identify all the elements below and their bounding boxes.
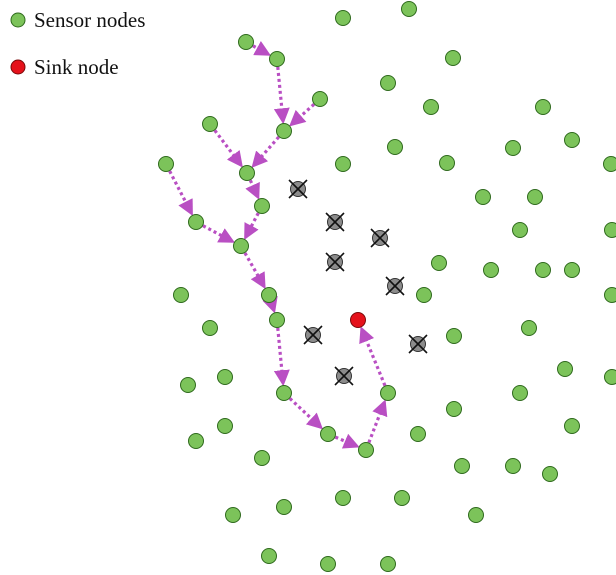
sensor-node-icon (188, 433, 204, 449)
sensor-node-icon (335, 156, 351, 172)
sensor-node-icon (512, 222, 528, 238)
sensor-node-icon (454, 458, 470, 474)
routing-arrow (213, 129, 243, 168)
sensor-node-icon (416, 287, 432, 303)
sensor-node-icon (312, 91, 328, 107)
sensor-node-icon (173, 287, 189, 303)
sensor-node-icon (320, 426, 336, 442)
sensor-node-icon (239, 165, 255, 181)
sensor-node-icon (276, 123, 292, 139)
sensor-node-icon (261, 287, 277, 303)
legend-sink-icon (10, 59, 26, 75)
sensor-node-icon (217, 418, 233, 434)
sensor-node-icon (564, 418, 580, 434)
routing-arrow (334, 433, 360, 449)
sensor-node-icon (158, 156, 174, 172)
routing-arrow (245, 179, 260, 200)
sensor-node-icon (564, 262, 580, 278)
routing-arrow (289, 103, 316, 127)
failed-node-icon (325, 212, 345, 232)
sensor-node-icon (320, 556, 336, 572)
sensor-node-icon (410, 426, 426, 442)
sensor-node-icon (380, 385, 396, 401)
failed-node-icon (303, 325, 323, 345)
sink-node-icon (350, 312, 366, 328)
sensor-node-icon (564, 132, 580, 148)
sensor-node-icon (483, 262, 499, 278)
routing-arrow (168, 170, 193, 216)
sensor-node-icon (276, 385, 292, 401)
sensor-node-icon (542, 466, 558, 482)
sensor-node-icon (358, 442, 374, 458)
sensor-node-icon (180, 377, 196, 393)
sensor-node-icon (254, 198, 270, 214)
sensor-node-icon (468, 507, 484, 523)
sensor-node-icon (505, 458, 521, 474)
sensor-node-icon (188, 214, 204, 230)
routing-arrow (244, 212, 260, 240)
routing-arrow (262, 295, 278, 314)
routing-arrow (367, 399, 388, 444)
failed-node-icon (334, 366, 354, 386)
legend-sensor-icon (10, 12, 26, 28)
sink-nodes (350, 312, 366, 328)
routing-arrow (243, 252, 266, 290)
sensor-node-icon (269, 51, 285, 67)
sensor-node-icon (335, 490, 351, 506)
routing-arrow (359, 326, 387, 387)
sensor-node-icon (276, 499, 292, 515)
sensor-node-icon (387, 139, 403, 155)
failed-node-icon (288, 179, 308, 199)
sensor-node-icon (202, 320, 218, 336)
sensor-node-icon (439, 155, 455, 171)
sensor-node-icon (446, 401, 462, 417)
sensor-node-icon (603, 156, 616, 172)
sensor-node-icon (225, 507, 241, 523)
sensor-node-icon (431, 255, 447, 271)
failed-node-icon (325, 252, 345, 272)
sensor-node-icon (445, 50, 461, 66)
routing-arrow (273, 66, 290, 125)
sensor-node-icon (254, 450, 270, 466)
sensor-node-icon (535, 262, 551, 278)
failed-nodes (288, 179, 428, 386)
sensor-node-icon (604, 287, 616, 303)
routing-arrow (252, 41, 272, 56)
sensor-node-icon (238, 34, 254, 50)
legend-sink-label: Sink node (34, 55, 119, 79)
legend-sensor-label: Sensor nodes (34, 8, 145, 32)
sensor-nodes (158, 1, 616, 572)
failed-node-icon (385, 276, 405, 296)
routing-paths (168, 41, 388, 449)
sensor-node-icon (380, 556, 396, 572)
sensor-node-icon (394, 490, 410, 506)
sensor-node-icon (335, 10, 351, 26)
sensor-node-icon (475, 189, 491, 205)
sensor-node-icon (423, 99, 439, 115)
sensor-node-icon (505, 140, 521, 156)
failed-node-icon (408, 334, 428, 354)
routing-arrow (288, 397, 324, 430)
sensor-node-icon (380, 75, 396, 91)
sensor-node-icon (604, 222, 616, 238)
sensor-node-icon (217, 369, 233, 385)
sensor-node-icon (202, 116, 218, 132)
sensor-node-icon (557, 361, 573, 377)
legend: Sensor nodes Sink node (10, 8, 145, 79)
sensor-node-icon (521, 320, 537, 336)
sensor-node-icon (401, 1, 417, 17)
sensor-node-icon (446, 328, 462, 344)
sensor-node-icon (512, 385, 528, 401)
sensor-node-icon (269, 312, 285, 328)
routing-arrow (202, 224, 235, 243)
sensor-node-icon (233, 238, 249, 254)
failed-node-icon (370, 228, 390, 248)
routing-arrow (273, 327, 290, 387)
sensor-node-icon (261, 548, 277, 564)
sensor-node-icon (604, 369, 616, 385)
sensor-node-icon (527, 189, 543, 205)
sensor-node-icon (535, 99, 551, 115)
routing-arrow (251, 135, 280, 168)
